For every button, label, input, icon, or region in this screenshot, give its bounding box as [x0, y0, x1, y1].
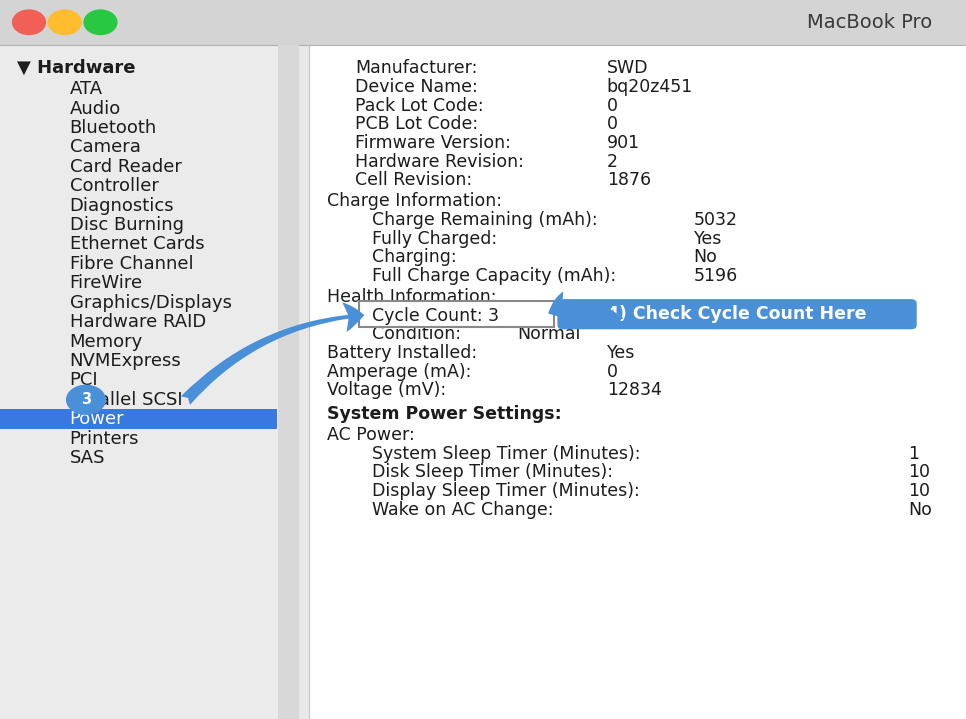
Text: 12834: 12834 — [607, 381, 662, 400]
Text: 10: 10 — [908, 482, 930, 500]
Text: 0: 0 — [607, 115, 617, 134]
Text: 3: 3 — [488, 306, 498, 325]
Text: Charging:: Charging: — [372, 248, 457, 267]
Text: Cell Revision:: Cell Revision: — [355, 171, 472, 190]
FancyBboxPatch shape — [557, 299, 917, 329]
Text: System Sleep Timer (Minutes):: System Sleep Timer (Minutes): — [372, 444, 640, 463]
Text: Controller: Controller — [70, 177, 158, 196]
Text: Wake on AC Change:: Wake on AC Change: — [372, 500, 554, 519]
Text: Power: Power — [70, 410, 125, 429]
Text: 5196: 5196 — [694, 267, 738, 285]
Text: SAS: SAS — [70, 449, 105, 467]
Text: 1: 1 — [908, 444, 919, 463]
Text: Voltage (mV):: Voltage (mV): — [327, 381, 445, 400]
FancyBboxPatch shape — [0, 45, 288, 719]
Text: Bluetooth: Bluetooth — [70, 119, 156, 137]
Text: Firmware Version:: Firmware Version: — [355, 134, 511, 152]
Text: Fibre Channel: Fibre Channel — [70, 255, 193, 273]
Text: 1876: 1876 — [607, 171, 651, 190]
Text: Camera: Camera — [70, 138, 140, 157]
Circle shape — [67, 385, 105, 414]
Text: Cycle Count:: Cycle Count: — [372, 306, 483, 325]
Text: System Power Settings:: System Power Settings: — [327, 405, 561, 423]
Text: Card Reader: Card Reader — [70, 157, 182, 176]
Text: Hardware Revision:: Hardware Revision: — [355, 152, 525, 171]
FancyBboxPatch shape — [309, 45, 966, 719]
FancyBboxPatch shape — [0, 409, 277, 429]
Text: Hardware RAID: Hardware RAID — [70, 313, 206, 331]
Text: 10: 10 — [908, 463, 930, 482]
Text: Display Sleep Timer (Minutes):: Display Sleep Timer (Minutes): — [372, 482, 639, 500]
Text: ATA: ATA — [70, 80, 102, 99]
Circle shape — [48, 10, 81, 35]
Text: Condition:: Condition: — [372, 325, 461, 344]
Text: PCI: PCI — [70, 371, 99, 390]
Text: Fully Charged:: Fully Charged: — [372, 229, 497, 248]
Text: Parallel SCSI: Parallel SCSI — [70, 390, 183, 409]
FancyBboxPatch shape — [359, 301, 554, 327]
Text: Device Name:: Device Name: — [355, 78, 478, 96]
Text: No: No — [908, 500, 932, 519]
Circle shape — [13, 10, 45, 35]
Text: 2: 2 — [607, 152, 617, 171]
Text: Disc Burning: Disc Burning — [70, 216, 184, 234]
Text: No: No — [694, 248, 718, 267]
Text: Audio: Audio — [70, 99, 121, 118]
Text: Printers: Printers — [70, 429, 139, 448]
Text: AC Power:: AC Power: — [327, 426, 414, 444]
Text: Pack Lot Code:: Pack Lot Code: — [355, 96, 484, 115]
Text: bq20z451: bq20z451 — [607, 78, 693, 96]
Text: 5032: 5032 — [694, 211, 738, 229]
Text: 3: 3 — [81, 393, 91, 407]
Text: Manufacturer:: Manufacturer: — [355, 59, 478, 78]
Text: ▼ Hardware: ▼ Hardware — [17, 58, 136, 77]
Text: Battery Installed:: Battery Installed: — [327, 344, 476, 362]
Text: Charge Information:: Charge Information: — [327, 192, 501, 211]
FancyBboxPatch shape — [0, 0, 966, 45]
Text: Memory: Memory — [70, 332, 143, 351]
Text: 901: 901 — [607, 134, 639, 152]
Text: SWD: SWD — [607, 59, 648, 78]
Text: 4) Check Cycle Count Here: 4) Check Cycle Count Here — [608, 305, 867, 324]
Text: Charge Remaining (mAh):: Charge Remaining (mAh): — [372, 211, 598, 229]
Text: Full Charge Capacity (mAh):: Full Charge Capacity (mAh): — [372, 267, 616, 285]
Text: Yes: Yes — [694, 229, 722, 248]
FancyBboxPatch shape — [278, 45, 299, 719]
Text: 0: 0 — [607, 96, 617, 115]
Text: Disk Sleep Timer (Minutes):: Disk Sleep Timer (Minutes): — [372, 463, 612, 482]
Text: Diagnostics: Diagnostics — [70, 196, 174, 215]
Text: Health Information:: Health Information: — [327, 288, 496, 306]
Text: Normal: Normal — [517, 325, 581, 344]
Text: NVMExpress: NVMExpress — [70, 352, 182, 370]
Text: PCB Lot Code:: PCB Lot Code: — [355, 115, 478, 134]
Text: Yes: Yes — [607, 344, 635, 362]
Text: Amperage (mA):: Amperage (mA): — [327, 362, 470, 381]
Text: FireWire: FireWire — [70, 274, 143, 293]
Text: MacBook Pro: MacBook Pro — [807, 13, 932, 32]
Text: Graphics/Displays: Graphics/Displays — [70, 293, 232, 312]
Text: 0: 0 — [607, 362, 617, 381]
Circle shape — [84, 10, 117, 35]
Text: Ethernet Cards: Ethernet Cards — [70, 235, 204, 254]
